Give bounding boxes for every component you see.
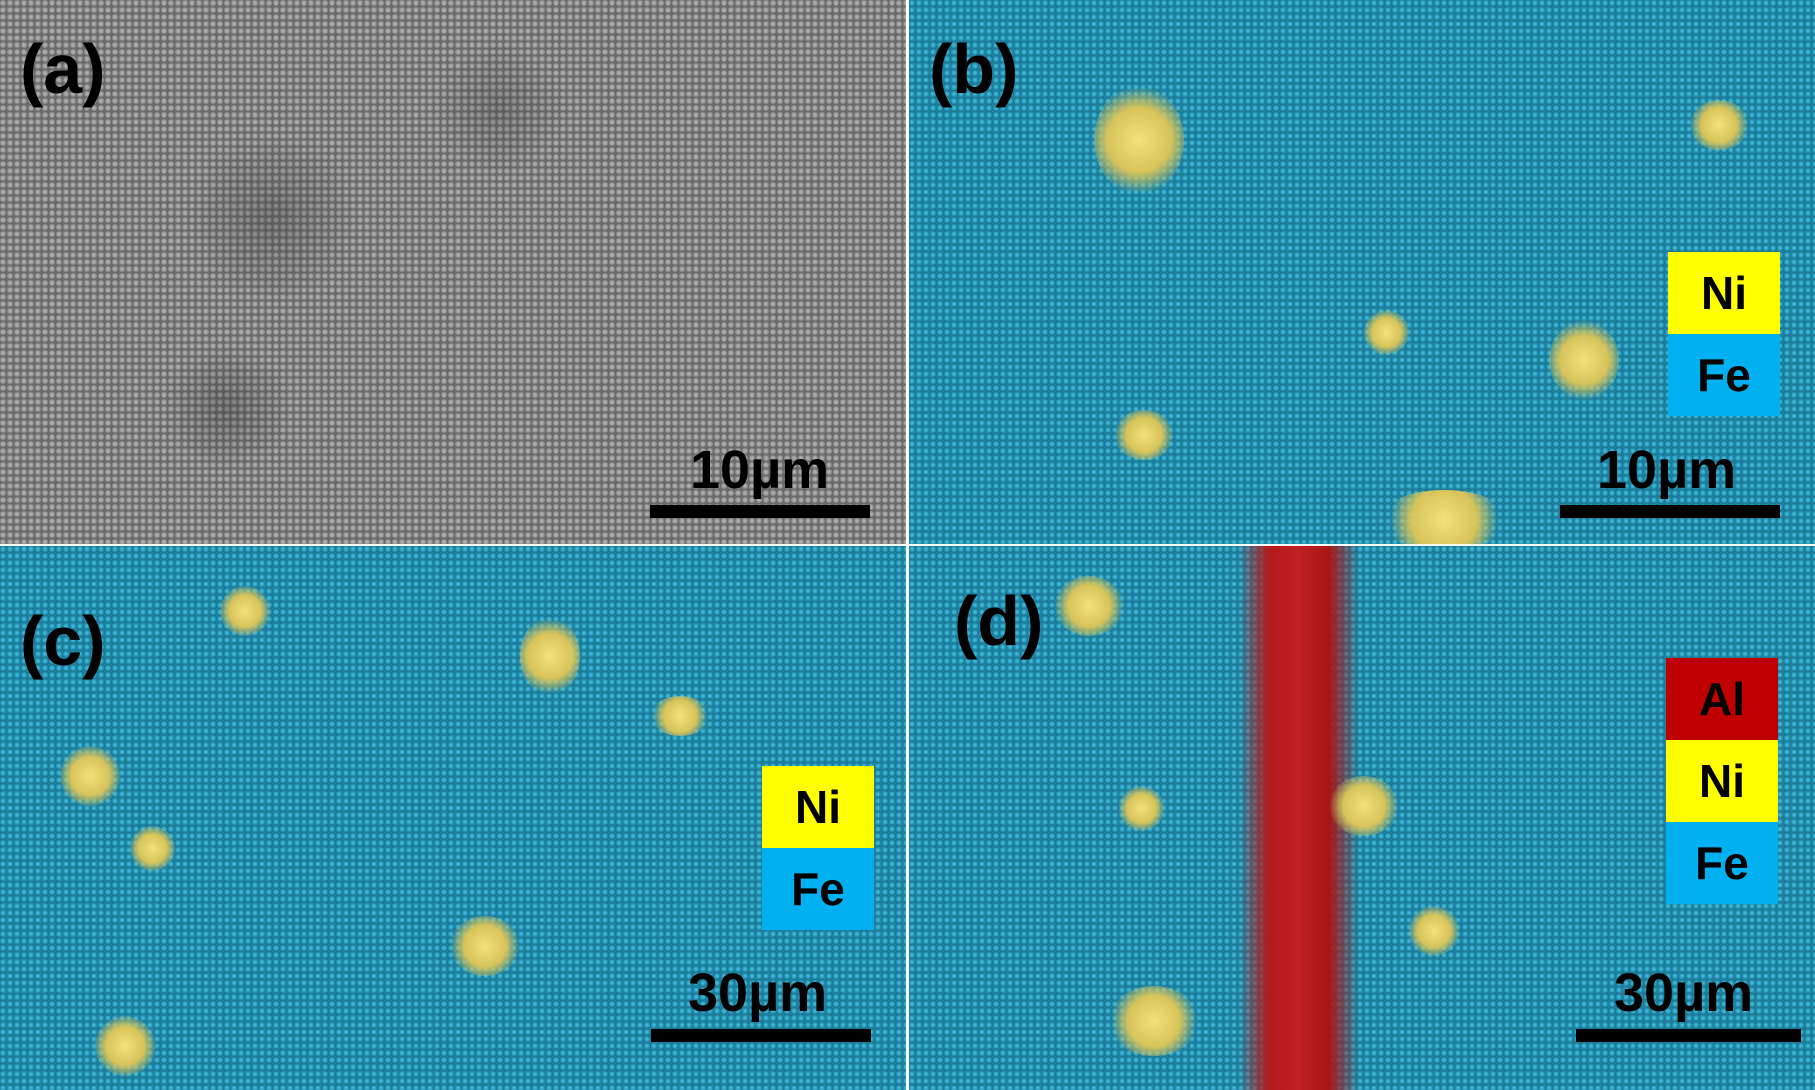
- legend-fe: Fe: [1668, 334, 1780, 416]
- ni-spot: [60, 746, 120, 806]
- ni-spot: [1549, 320, 1619, 400]
- ni-spot: [1054, 576, 1124, 636]
- legend-ni: Ni: [1668, 252, 1780, 334]
- panel-b-eds-map: (b) Ni Fe 10µm: [909, 0, 1815, 544]
- ni-spot: [520, 616, 580, 696]
- legend-ni: Ni: [762, 766, 874, 848]
- scale-bar: [1560, 505, 1780, 518]
- ni-spot: [1329, 776, 1399, 836]
- ni-spot: [1094, 85, 1184, 195]
- panel-d-eds-map: (d) Al Ni Fe 30µm: [909, 546, 1815, 1090]
- legend-al: Al: [1666, 658, 1778, 740]
- scale-bar-label: 30µm: [1614, 963, 1754, 1023]
- legend-fe: Fe: [1666, 822, 1778, 904]
- panel-label: (a): [20, 30, 106, 108]
- panel-c-eds-map: (c) Ni Fe 30µm: [0, 546, 906, 1090]
- eds-map: [909, 0, 1815, 544]
- ni-spot: [1364, 310, 1409, 355]
- scale-bar: [650, 505, 870, 518]
- panel-label: (c): [20, 602, 106, 680]
- eds-map: [909, 546, 1815, 1090]
- scale-bar-label: 10µm: [690, 440, 830, 500]
- scale-bar-label: 10µm: [1597, 440, 1737, 500]
- ni-spot: [1109, 986, 1199, 1056]
- sem-micrograph: [0, 0, 906, 544]
- scale-bar-label: 30µm: [688, 963, 828, 1023]
- eds-map: [0, 546, 906, 1090]
- legend-ni: Ni: [1666, 740, 1778, 822]
- panel-a-sem-image: (a) 10µm: [0, 0, 906, 544]
- ni-spot: [450, 916, 520, 976]
- ni-spot: [1689, 100, 1749, 150]
- ni-spot: [130, 826, 175, 871]
- scale-bar: [1576, 1029, 1801, 1042]
- panel-label: (d): [954, 582, 1044, 660]
- ni-spot: [1409, 906, 1459, 956]
- legend-fe: Fe: [762, 848, 874, 930]
- ni-spot: [650, 696, 710, 736]
- ni-spot: [1379, 490, 1509, 544]
- scale-bar: [651, 1029, 871, 1042]
- ni-spot: [220, 586, 270, 636]
- panel-label: (b): [929, 30, 1019, 108]
- ni-spot: [95, 1016, 155, 1076]
- ni-spot: [1119, 786, 1164, 831]
- ni-spot: [1114, 410, 1174, 460]
